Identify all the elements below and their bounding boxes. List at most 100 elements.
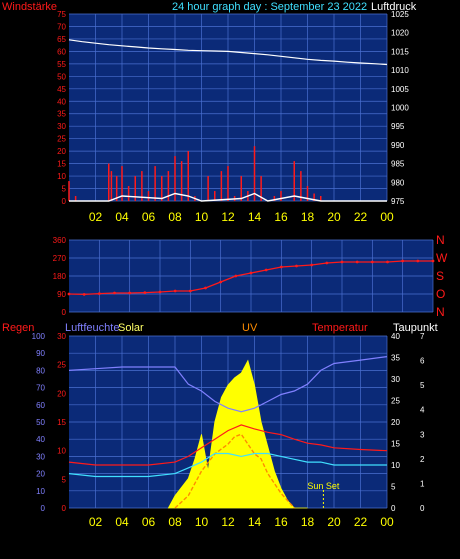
solar-uv-x-tick: 12 (221, 515, 235, 529)
pressure-y-tick: 975 (391, 197, 405, 206)
uv-y-tick: 6 (420, 357, 425, 366)
pressure-y-tick: 990 (391, 141, 405, 150)
temperature-y-tick: 15 (57, 418, 66, 427)
label-humidity: Luftfeuchte (65, 322, 119, 334)
wind-direction-point (295, 264, 298, 268)
wind-direction-point (370, 260, 374, 264)
wind-direction-point (401, 259, 405, 263)
solar-uv-x-tick: 20 (327, 515, 341, 529)
wind-y-tick: 50 (57, 72, 66, 81)
dewpoint-y-tick: 0 (391, 504, 396, 513)
label-temperature: Temperatur (312, 322, 368, 334)
wind-direction-point (143, 291, 147, 294)
wind-y-tick: 0 (62, 197, 67, 206)
wind-pressure-x-tick: 16 (274, 210, 288, 224)
dewpoint-line (68, 452, 387, 478)
solar-uv-x-tick: 14 (248, 515, 262, 529)
compass-label: N (436, 233, 445, 247)
humidity-y-tick: 20 (36, 470, 45, 479)
wind-direction-point (386, 260, 389, 264)
solar-uv-x-tick: 16 (274, 515, 288, 529)
header-left-label: Windstärke (2, 1, 57, 13)
temperature-y-tick: 0 (62, 504, 67, 513)
header-title: 24 hour graph day : September 23 2022 (172, 1, 367, 13)
uv-y-tick: 4 (420, 406, 425, 415)
wind-direction-point (67, 292, 71, 296)
temperature-y-tick: 25 (57, 361, 66, 370)
wind-direction-point (249, 271, 253, 275)
solar-uv-x-tick: 10 (195, 515, 209, 529)
wind-direction-point (173, 289, 177, 293)
humidity-y-tick: 10 (36, 487, 45, 496)
wind-pressure-x-tick: 20 (327, 210, 341, 224)
wind-pressure-x-tick: 06 (142, 210, 156, 224)
wind-y-tick: 15 (57, 160, 66, 169)
direction-y-tick: 0 (62, 308, 67, 317)
wind-pressure-x-tick: 08 (168, 210, 182, 224)
dewpoint-y-tick: 35 (391, 354, 400, 363)
compass-label: O (436, 287, 445, 301)
wind-y-tick: 10 (57, 172, 66, 181)
label-rain: Regen (2, 322, 34, 334)
solar-uv-x-tick: 06 (142, 515, 156, 529)
wind-pressure-x-tick: 02 (89, 210, 103, 224)
wind-pressure-x-tick: 18 (301, 210, 315, 224)
direction-y-tick: 180 (53, 272, 67, 281)
wind-direction-point (340, 260, 344, 264)
humidity-y-tick: 80 (36, 366, 45, 375)
dewpoint-y-tick: 20 (391, 418, 400, 427)
wind-direction-point (82, 293, 86, 296)
wind-y-tick: 35 (57, 110, 66, 119)
humidity-y-tick: 40 (36, 435, 45, 444)
pressure-y-tick: 1000 (391, 104, 409, 113)
wind-direction-point (234, 274, 238, 278)
solar-uv-x-tick: 02 (89, 515, 103, 529)
humidity-y-tick: 30 (36, 452, 45, 461)
pressure-y-tick: 980 (391, 178, 405, 187)
wind-direction-point (97, 292, 101, 295)
wind-y-tick: 70 (57, 22, 66, 31)
wind-direction-point (416, 259, 420, 263)
temperature-y-tick: 5 (62, 475, 67, 484)
wind-average-line (69, 192, 387, 202)
wind-direction-point (355, 260, 359, 264)
temperature-y-tick: 10 (57, 447, 66, 456)
label-dewpoint: Taupunkt (393, 322, 438, 334)
solar-uv-x-tick: 04 (115, 515, 129, 529)
humidity-line (68, 356, 388, 413)
wind-y-tick: 60 (57, 47, 66, 56)
wind-direction-point (325, 261, 329, 265)
uv-y-tick: 3 (420, 430, 425, 439)
dewpoint-y-tick: 40 (391, 332, 400, 341)
dewpoint-y-tick: 5 (391, 483, 396, 492)
uv-y-tick: 2 (420, 455, 425, 464)
pressure-y-tick: 995 (391, 122, 405, 131)
wind-direction-point (264, 268, 268, 272)
wind-y-tick: 5 (62, 185, 67, 194)
humidity-y-tick: 100 (32, 332, 46, 341)
temperature-y-tick: 20 (57, 389, 66, 398)
wind-y-tick: 40 (57, 97, 66, 106)
humidity-y-tick: 70 (36, 384, 45, 393)
pressure-y-tick: 1015 (391, 47, 409, 56)
wind-pressure-x-tick: 00 (380, 210, 394, 224)
wind-y-tick: 45 (57, 85, 66, 94)
wind-y-tick: 65 (57, 35, 66, 44)
temperature-y-tick: 30 (57, 332, 66, 341)
pressure-line (68, 39, 388, 66)
wind-direction-point (113, 291, 116, 295)
compass-label: W (436, 251, 448, 265)
solar-uv-x-tick: 08 (168, 515, 182, 529)
pressure-y-tick: 1025 (391, 10, 409, 19)
uv-y-tick: 0 (420, 504, 425, 513)
wind-direction-point (128, 291, 132, 295)
wind-direction-point (431, 259, 435, 263)
wind-pressure-x-tick: 04 (115, 210, 129, 224)
dewpoint-y-tick: 25 (391, 397, 400, 406)
wind-pressure-x-tick: 12 (221, 210, 235, 224)
direction-y-tick: 360 (53, 236, 67, 245)
uv-y-tick: 7 (420, 332, 425, 341)
solar-uv-x-tick: 18 (301, 515, 315, 529)
